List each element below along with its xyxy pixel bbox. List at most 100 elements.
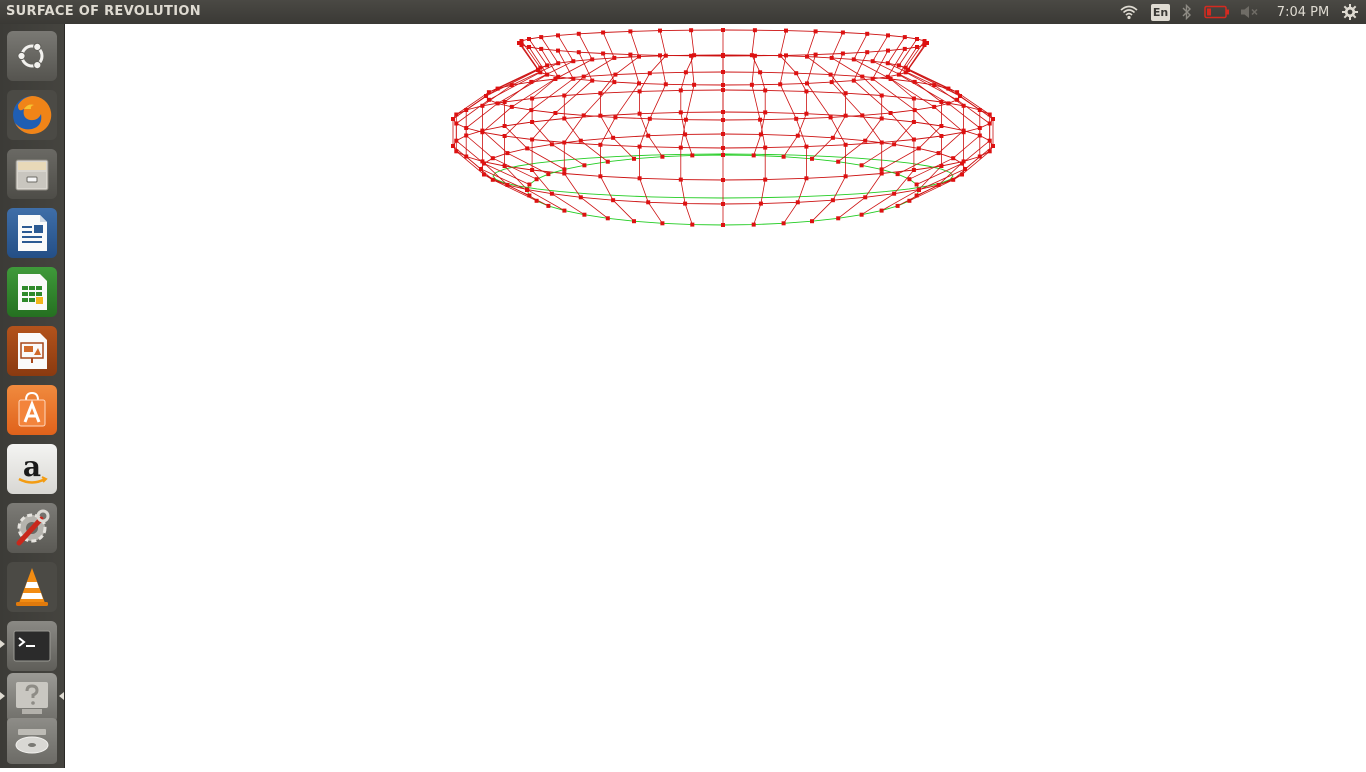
vertex-marker [879, 208, 884, 213]
vertex-marker [590, 78, 595, 83]
vertex-marker [895, 172, 900, 177]
vertex-marker [912, 79, 917, 84]
vertex-marker [527, 37, 531, 41]
meridian-line [531, 33, 593, 166]
vertex-marker [939, 100, 944, 104]
bluetooth-icon[interactable] [1178, 0, 1196, 24]
volume-muted-icon[interactable] [1238, 0, 1262, 24]
file-cabinet-icon [15, 159, 49, 191]
vertex-marker [865, 31, 870, 36]
vertex-marker [961, 159, 966, 164]
vertex-marker [892, 191, 897, 196]
launcher-item-firefox[interactable] [6, 89, 58, 141]
vertex-marker [530, 120, 535, 124]
launcher-item-files[interactable] [6, 148, 58, 200]
vertex-marker [922, 39, 927, 43]
vertex-marker [562, 116, 567, 121]
vertex-marker [903, 65, 908, 70]
vertex-marker [683, 201, 688, 206]
launcher-item-unknown-application[interactable] [6, 672, 58, 724]
vertex-marker [534, 177, 539, 182]
vertex-marker [888, 111, 893, 115]
wifi-icon[interactable] [1117, 0, 1141, 24]
launcher-item-system-settings[interactable] [6, 502, 58, 554]
vertex-marker [902, 46, 907, 51]
render-canvas[interactable] [65, 24, 1366, 768]
vertex-marker [556, 48, 560, 53]
vertex-marker [829, 55, 834, 60]
vertex-marker [911, 120, 916, 124]
top-panel: SURFACE OF REVOLUTION En 7:04 PM [0, 0, 1366, 24]
vertex-marker [538, 70, 543, 75]
battery-icon[interactable] [1202, 0, 1232, 24]
vertex-marker [963, 167, 967, 171]
terminal-icon [13, 630, 51, 662]
vertex-marker [951, 156, 956, 161]
vertex-marker [486, 90, 491, 95]
meridian-line [905, 40, 991, 185]
vertex-marker [885, 74, 890, 79]
vertex-marker [637, 111, 642, 116]
launcher-item-dvd-drive[interactable] [6, 718, 58, 764]
launcher-item-vlc[interactable] [6, 561, 58, 613]
vertex-marker [946, 101, 951, 106]
launcher-item-terminal[interactable] [6, 620, 58, 672]
vertex-marker [530, 96, 535, 101]
keyboard-language-icon[interactable]: En [1150, 0, 1171, 24]
launcher-item-ubuntu-dash[interactable] [6, 30, 58, 82]
vertex-marker [939, 164, 944, 168]
vertex-marker [939, 134, 944, 138]
firefox-icon [13, 95, 52, 134]
launcher-item-ubuntu-software-center[interactable] [6, 384, 58, 436]
vertex-marker [751, 153, 756, 158]
vertex-marker [955, 97, 960, 102]
vertex-marker [582, 163, 587, 168]
vertex-marker [859, 163, 864, 168]
vertex-marker [843, 174, 848, 179]
clock[interactable]: 7:04 PM [1276, 4, 1330, 20]
vertex-marker [530, 137, 535, 142]
vertex-marker [612, 80, 617, 85]
vertex-marker [495, 86, 500, 91]
vertex-marker [534, 198, 539, 203]
vertex-marker [637, 144, 642, 149]
vertex-marker [843, 113, 848, 118]
vertex-marker [581, 113, 586, 118]
vertex-marker [879, 140, 884, 145]
vertex-marker [536, 68, 540, 72]
vertex-marker [576, 50, 581, 55]
vertex-marker [721, 153, 725, 157]
vertex-marker [865, 50, 870, 55]
vertex-marker [578, 138, 583, 143]
vertex-marker [758, 201, 763, 206]
vertex-marker [840, 51, 845, 56]
vertex-marker [721, 132, 725, 136]
vertex-marker [527, 182, 532, 187]
vertex-marker [977, 108, 982, 112]
vertex-marker [683, 132, 688, 137]
vertex-marker [464, 133, 469, 138]
vertex-marker [863, 138, 868, 143]
vertex-marker [751, 222, 756, 227]
vertex-marker [896, 72, 901, 77]
launcher-item-amazon[interactable]: a [6, 443, 58, 495]
launcher-item-libreoffice-impress[interactable] [6, 325, 58, 377]
meridian-line [639, 55, 667, 224]
vertex-marker [571, 76, 576, 81]
vertex-marker [804, 89, 809, 94]
vertex-marker [721, 88, 725, 92]
vertex-marker [539, 46, 544, 51]
session-gear-icon[interactable] [1338, 0, 1362, 24]
vertex-marker [987, 149, 992, 154]
writer-document-icon [18, 215, 47, 251]
vertex-marker [464, 108, 469, 112]
vertex-marker [763, 110, 768, 115]
launcher-item-libreoffice-calc[interactable] [6, 266, 58, 318]
vertex-marker [860, 74, 865, 79]
vertex-marker [509, 83, 514, 88]
vertex-marker [482, 172, 486, 177]
launcher-item-libreoffice-writer[interactable] [6, 207, 58, 259]
vertex-marker [598, 113, 603, 118]
vertex-marker [628, 29, 633, 34]
vertex-marker [525, 146, 530, 151]
